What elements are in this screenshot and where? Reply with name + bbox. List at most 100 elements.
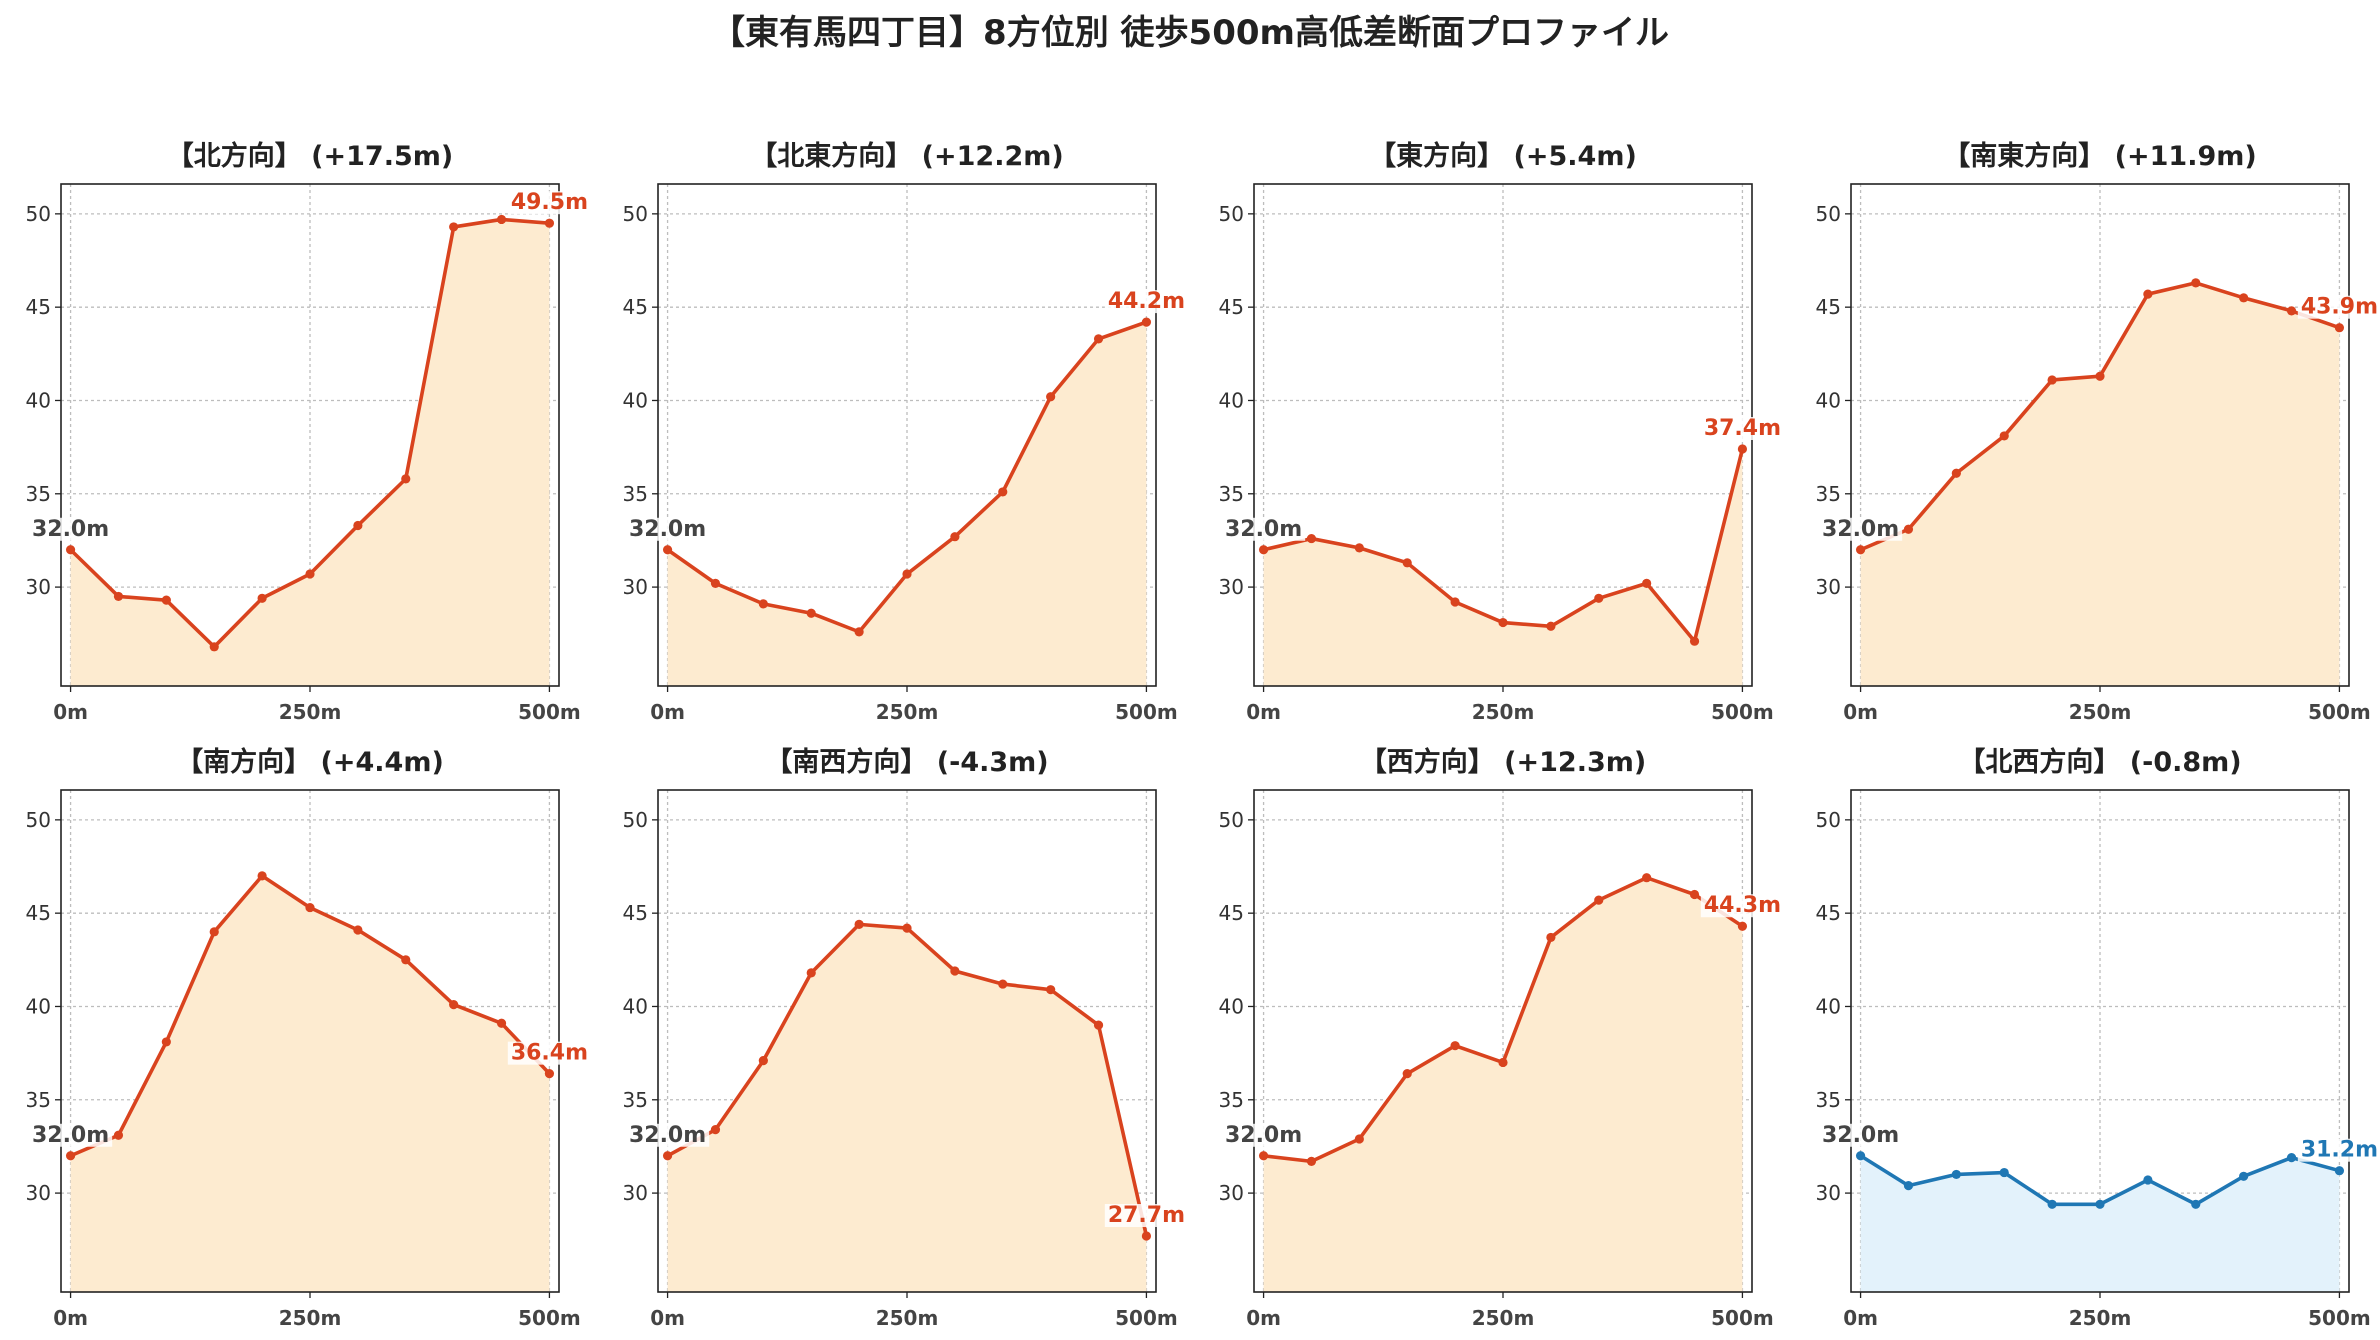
- end-elevation-label-background: [1104, 1204, 1189, 1228]
- y-tick-label: 45: [26, 295, 51, 319]
- data-point: [2334, 323, 2345, 333]
- end-elevation-label-background: [2297, 295, 2380, 319]
- start-elevation-label: 32.0m: [1822, 517, 1899, 542]
- data-point: [854, 919, 864, 929]
- end-elevation-label-background: [1700, 416, 1785, 440]
- x-tick-label: 250m: [1472, 700, 1535, 724]
- y-tick-label: 30: [1219, 575, 1244, 599]
- data-point: [1951, 468, 1961, 478]
- start-elevation-label-background: [28, 517, 113, 541]
- end-elevation-label-background: [507, 1041, 592, 1065]
- panel-title: 【北西方向】 (-0.8m): [1958, 746, 2241, 778]
- y-tick-label: 30: [26, 1181, 51, 1205]
- end-elevation-label-background: [507, 191, 592, 215]
- data-point: [1402, 558, 1412, 568]
- data-point: [1855, 1151, 1866, 1161]
- data-point: [2286, 306, 2297, 316]
- data-point: [1642, 873, 1652, 883]
- data-point: [1546, 621, 1556, 631]
- y-tick-label: 35: [1816, 482, 1841, 506]
- data-point: [2239, 1171, 2249, 1181]
- data-point: [496, 1018, 507, 1028]
- data-point: [2239, 293, 2249, 303]
- start-elevation-label-background: [1818, 1123, 1903, 1147]
- elevation-area: [70, 875, 550, 1292]
- elevation-area: [1860, 282, 2340, 686]
- data-point: [353, 520, 363, 531]
- data-point: [1855, 545, 1866, 555]
- end-elevation-label-background: [1104, 290, 1189, 314]
- y-tick-label: 45: [1219, 901, 1244, 925]
- data-point: [257, 871, 267, 881]
- y-tick-label: 45: [26, 901, 51, 925]
- y-tick-label: 30: [1219, 1181, 1244, 1205]
- data-point: [2047, 375, 2057, 385]
- data-point: [401, 955, 411, 965]
- end-elevation-label: 44.3m: [1704, 893, 1781, 918]
- y-tick-label: 50: [26, 202, 51, 226]
- data-point: [998, 487, 1008, 497]
- data-point: [2191, 278, 2201, 288]
- end-elevation-label-background: [2297, 1138, 2380, 1162]
- x-tick-label: 500m: [1711, 700, 1774, 724]
- end-elevation-label: 44.2m: [1108, 289, 1185, 314]
- data-point: [1594, 593, 1604, 603]
- data-point: [1141, 317, 1152, 327]
- start-elevation-label: 32.0m: [1225, 1123, 1302, 1148]
- data-point: [854, 627, 864, 637]
- start-elevation-label-background: [1818, 517, 1903, 541]
- x-tick-label: 500m: [1115, 1306, 1178, 1330]
- end-elevation-label: 27.7m: [1108, 1203, 1185, 1228]
- y-tick-label: 35: [26, 1088, 51, 1112]
- end-elevation-label: 49.5m: [511, 190, 588, 215]
- y-tick-label: 40: [623, 994, 648, 1018]
- data-point: [662, 1151, 673, 1161]
- y-tick-label: 35: [26, 482, 51, 506]
- y-tick-label: 45: [1219, 295, 1244, 319]
- data-point: [161, 1037, 171, 1047]
- x-tick-label: 250m: [876, 1306, 939, 1330]
- data-point: [2143, 1175, 2153, 1185]
- y-tick-label: 50: [1816, 808, 1841, 832]
- data-point: [496, 214, 507, 225]
- data-point: [1093, 1020, 1104, 1030]
- x-tick-label: 250m: [279, 1306, 342, 1330]
- y-tick-label: 35: [1219, 1088, 1244, 1112]
- panel-title: 【南方向】 (+4.4m): [176, 746, 444, 778]
- data-point: [2143, 289, 2153, 299]
- data-point: [2286, 1153, 2297, 1163]
- x-tick-label: 0m: [650, 700, 685, 724]
- x-tick-label: 250m: [876, 700, 939, 724]
- x-tick-label: 250m: [2069, 700, 2132, 724]
- data-point: [662, 545, 673, 555]
- data-point: [902, 923, 912, 933]
- elevation-area: [667, 322, 1147, 686]
- data-point: [1903, 524, 1914, 534]
- x-tick-label: 0m: [1246, 1306, 1281, 1330]
- data-point: [998, 979, 1008, 989]
- data-point: [161, 595, 171, 605]
- x-tick-label: 0m: [1246, 700, 1281, 724]
- data-point: [1594, 895, 1604, 905]
- data-point: [710, 1125, 721, 1135]
- data-point: [1689, 889, 1700, 900]
- y-tick-label: 50: [1219, 202, 1244, 226]
- x-tick-label: 0m: [53, 1306, 88, 1330]
- elevation-area: [70, 219, 550, 686]
- data-point: [1903, 1181, 1914, 1191]
- data-point: [758, 1055, 768, 1066]
- data-point: [758, 599, 768, 609]
- end-elevation-label: 37.4m: [1704, 416, 1781, 441]
- y-tick-label: 50: [1816, 202, 1841, 226]
- panel-title: 【南東方向】 (+11.9m): [1943, 140, 2256, 172]
- data-point: [1258, 1151, 1269, 1161]
- x-tick-label: 0m: [1843, 1306, 1878, 1330]
- data-point: [1642, 578, 1652, 588]
- x-tick-label: 250m: [2069, 1306, 2132, 1330]
- y-tick-label: 45: [623, 295, 648, 319]
- data-point: [1498, 1057, 1508, 1068]
- data-point: [1999, 1167, 2009, 1178]
